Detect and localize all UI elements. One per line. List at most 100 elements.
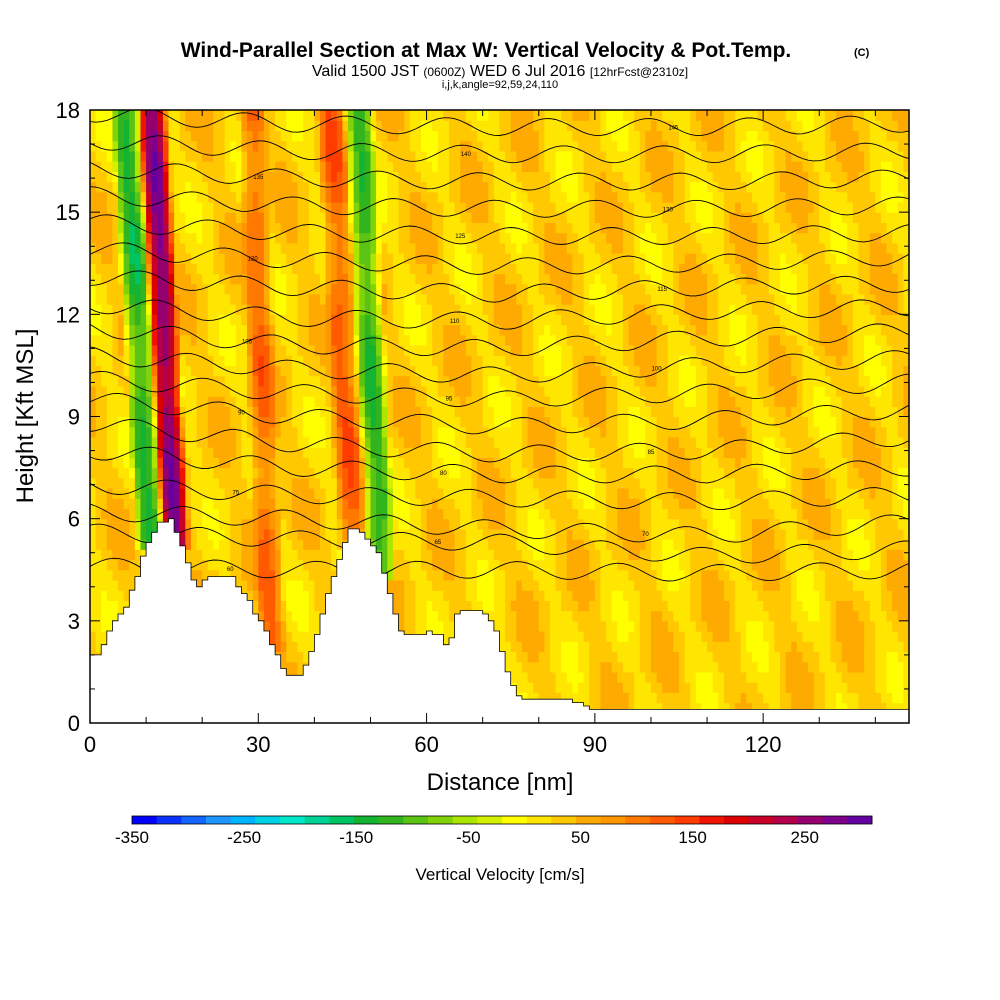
velocity-cell (106, 120, 114, 132)
velocity-cell (286, 150, 293, 162)
velocity-cell (376, 242, 383, 254)
velocity-cell (443, 528, 450, 540)
velocity-cell (213, 110, 220, 121)
velocity-cell (252, 304, 259, 315)
velocity-cell (443, 293, 450, 305)
velocity-cell (140, 467, 147, 479)
velocity-cell (510, 671, 517, 683)
velocity-cell (488, 559, 495, 571)
velocity-cell (387, 140, 394, 152)
velocity-cell (252, 232, 259, 244)
velocity-cell (364, 365, 372, 377)
velocity-cell (230, 201, 237, 213)
velocity-cell (505, 355, 512, 367)
velocity-cell (538, 549, 545, 561)
velocity-cell (213, 477, 220, 489)
velocity-cell (521, 110, 529, 121)
velocity-cell (415, 559, 422, 571)
velocity-cell (331, 314, 338, 326)
velocity-cell (454, 467, 461, 479)
velocity-cell (415, 273, 422, 285)
velocity-cell (241, 293, 248, 305)
velocity-cell (392, 283, 400, 295)
velocity-cell (370, 130, 377, 142)
velocity-cell (482, 232, 489, 244)
velocity-cell (123, 426, 130, 438)
velocity-cell (415, 488, 422, 499)
velocity-cell (247, 324, 254, 336)
velocity-cell (426, 150, 433, 162)
velocity-cell (112, 355, 119, 367)
velocity-cell (376, 314, 383, 326)
velocity-cell (174, 273, 181, 285)
velocity-cell (454, 365, 461, 377)
velocity-cell (544, 692, 551, 704)
velocity-cell (123, 477, 130, 489)
velocity-cell (516, 375, 523, 387)
velocity-cell (398, 549, 405, 561)
velocity-cell (420, 242, 428, 254)
velocity-cell (247, 396, 254, 407)
velocity-cell (527, 661, 534, 673)
velocity-cell (331, 120, 338, 132)
velocity-cell (443, 201, 450, 213)
velocity-cell (297, 273, 304, 285)
velocity-cell (544, 304, 551, 315)
velocity-cell (140, 447, 147, 458)
velocity-cell (258, 355, 265, 367)
velocity-cell (235, 253, 243, 264)
velocity-cell (443, 110, 450, 121)
velocity-cell (415, 304, 422, 315)
velocity-cell (544, 181, 551, 193)
velocity-cell (415, 365, 422, 377)
velocity-cell (432, 549, 439, 561)
velocity-cell (241, 232, 248, 244)
velocity-cell (219, 549, 226, 561)
velocity-cell (140, 171, 147, 183)
velocity-cell (252, 212, 259, 223)
velocity-cell (224, 467, 231, 479)
velocity-cell (151, 263, 158, 275)
velocity-cell (454, 396, 461, 407)
velocity-cell (325, 273, 332, 285)
velocity-cell (297, 457, 304, 469)
velocity-cell (348, 375, 355, 387)
velocity-cell (505, 661, 512, 673)
velocity-cell (331, 426, 338, 438)
velocity-cell (202, 334, 209, 346)
velocity-cell (521, 528, 529, 540)
velocity-cell (308, 140, 315, 152)
velocity-cell (437, 426, 444, 438)
velocity-cell (112, 181, 119, 193)
velocity-cell (280, 365, 287, 377)
velocity-cell (129, 406, 136, 418)
velocity-cell (387, 559, 394, 571)
velocity-cell (168, 181, 175, 193)
velocity-cell (376, 110, 383, 121)
velocity-cell (460, 161, 467, 172)
velocity-cell (146, 304, 153, 315)
velocity-cell (516, 549, 523, 561)
velocity-cell (488, 518, 495, 530)
velocity-cell (516, 283, 523, 295)
velocity-cell (168, 488, 175, 499)
velocity-cell (303, 651, 310, 663)
velocity-cell (381, 447, 388, 458)
velocity-cell (454, 304, 461, 315)
velocity-cell (325, 314, 332, 326)
velocity-cell (129, 130, 136, 142)
velocity-cell (286, 314, 293, 326)
velocity-cell (409, 293, 416, 305)
velocity-cell (533, 253, 540, 264)
velocity-cell (162, 355, 170, 367)
velocity-cell (286, 447, 293, 458)
velocity-cell (291, 161, 299, 172)
velocity-cell (219, 477, 226, 489)
velocity-cell (404, 232, 411, 244)
velocity-cell (207, 263, 215, 275)
velocity-cell (303, 385, 310, 397)
velocity-cell (364, 130, 372, 142)
velocity-cell (465, 355, 473, 367)
velocity-cell (516, 201, 523, 213)
velocity-cell (190, 191, 198, 203)
